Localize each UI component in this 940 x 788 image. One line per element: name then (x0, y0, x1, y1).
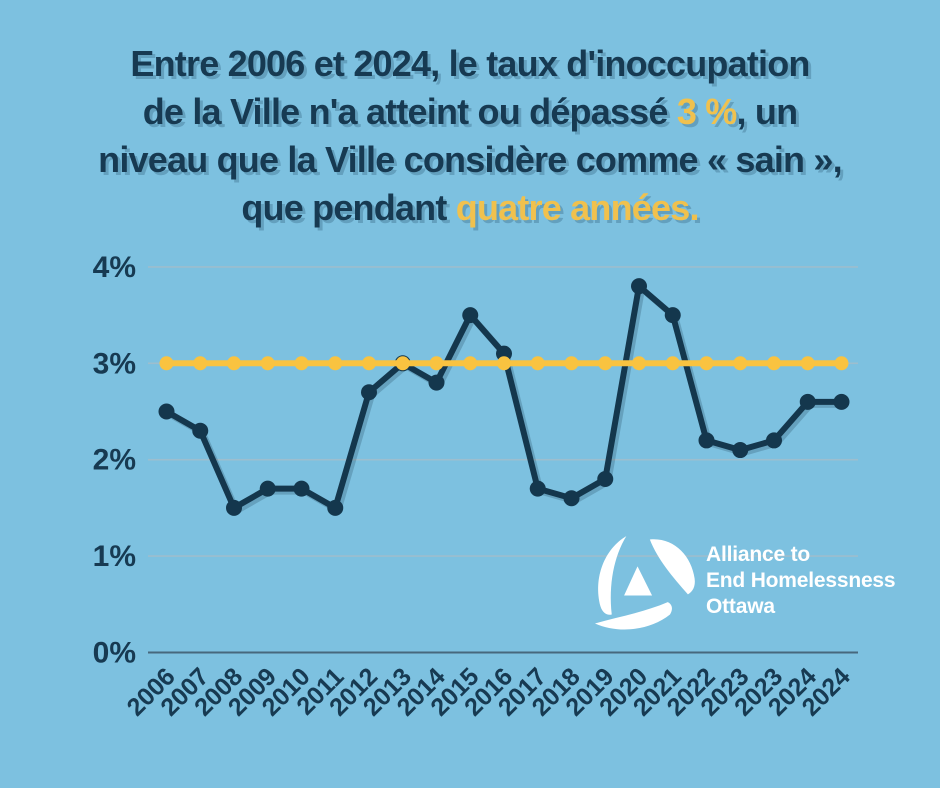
y-tick-label: 1% (93, 540, 136, 573)
threshold-point (395, 356, 410, 371)
threshold-point (767, 356, 781, 371)
threshold-point (598, 356, 613, 371)
vacancy-point (428, 374, 445, 391)
threshold-point (632, 356, 646, 371)
y-tick-label: 4% (93, 251, 136, 284)
alliance-logo: Alliance to End Homelessness Ottawa (586, 524, 896, 640)
vacancy-point (631, 278, 647, 295)
alliance-logo-icon (594, 536, 695, 630)
threshold-point (227, 356, 241, 371)
threshold-point (665, 356, 680, 371)
threshold-point (260, 356, 275, 371)
threshold-point (530, 356, 545, 371)
vacancy-point (799, 393, 816, 410)
logo-line-3: Ottawa (706, 595, 775, 618)
vacancy-point (597, 470, 614, 487)
alliance-logo-text: Alliance to End Homelessness Ottawa (706, 542, 896, 620)
logo-line-2: End Homelessness (706, 569, 896, 592)
headline-text: Entre 2006 et 2024, le taux d'inoccupati… (130, 43, 810, 84)
vacancy-point (226, 499, 242, 516)
vacancy-line (163, 283, 845, 511)
vacancy-point (664, 307, 681, 324)
logo-line-1: Alliance to (706, 543, 810, 566)
vacancy-point (462, 307, 479, 324)
threshold-point (463, 356, 478, 371)
headline-text: niveau que la Ville considère comme « sa… (98, 139, 842, 180)
threshold-point (328, 356, 343, 371)
vacancy-point (698, 432, 715, 449)
y-tick-label: 3% (93, 347, 136, 380)
headline: Entre 2006 et 2024, le taux d'inoccupati… (0, 40, 940, 232)
threshold-point (497, 356, 511, 371)
threshold-point (733, 356, 748, 371)
vacancy-point (563, 490, 580, 507)
headline-line: Entre 2006 et 2024, le taux d'inoccupati… (0, 40, 940, 88)
headline-text: que pendant (241, 187, 456, 228)
threshold-point (800, 356, 815, 371)
vacancy-point (361, 384, 377, 401)
threshold-point (564, 356, 579, 371)
threshold-point (159, 356, 174, 371)
vacancy-point (259, 480, 276, 497)
headline-line: niveau que la Ville considère comme « sa… (0, 136, 940, 184)
y-tick-label: 0% (93, 637, 136, 670)
headline-highlight: 3 % (676, 91, 737, 132)
threshold-point (834, 356, 849, 371)
headline-text: , un (736, 91, 798, 132)
vacancy-point (732, 442, 749, 459)
threshold-point (294, 356, 309, 371)
threshold-point (429, 356, 444, 371)
vacancy-point (833, 393, 850, 410)
headline-line: de la Ville n'a atteint ou dépassé 3 %, … (0, 88, 940, 136)
headline-line: que pendant quatre années. (0, 184, 940, 232)
headline-text: de la Ville n'a atteint ou dépassé (142, 91, 677, 132)
y-tick-label: 2% (93, 444, 136, 477)
headline-highlight: quatre années. (455, 187, 700, 228)
vacancy-point (192, 422, 209, 439)
vacancy-point (293, 480, 310, 497)
threshold-point (193, 356, 208, 371)
vacancy-point (158, 403, 175, 420)
threshold-point (362, 356, 376, 371)
vacancy-point (327, 499, 344, 516)
threshold-point (699, 356, 714, 371)
vacancy-point (766, 432, 782, 449)
vacancy-point (529, 480, 546, 497)
